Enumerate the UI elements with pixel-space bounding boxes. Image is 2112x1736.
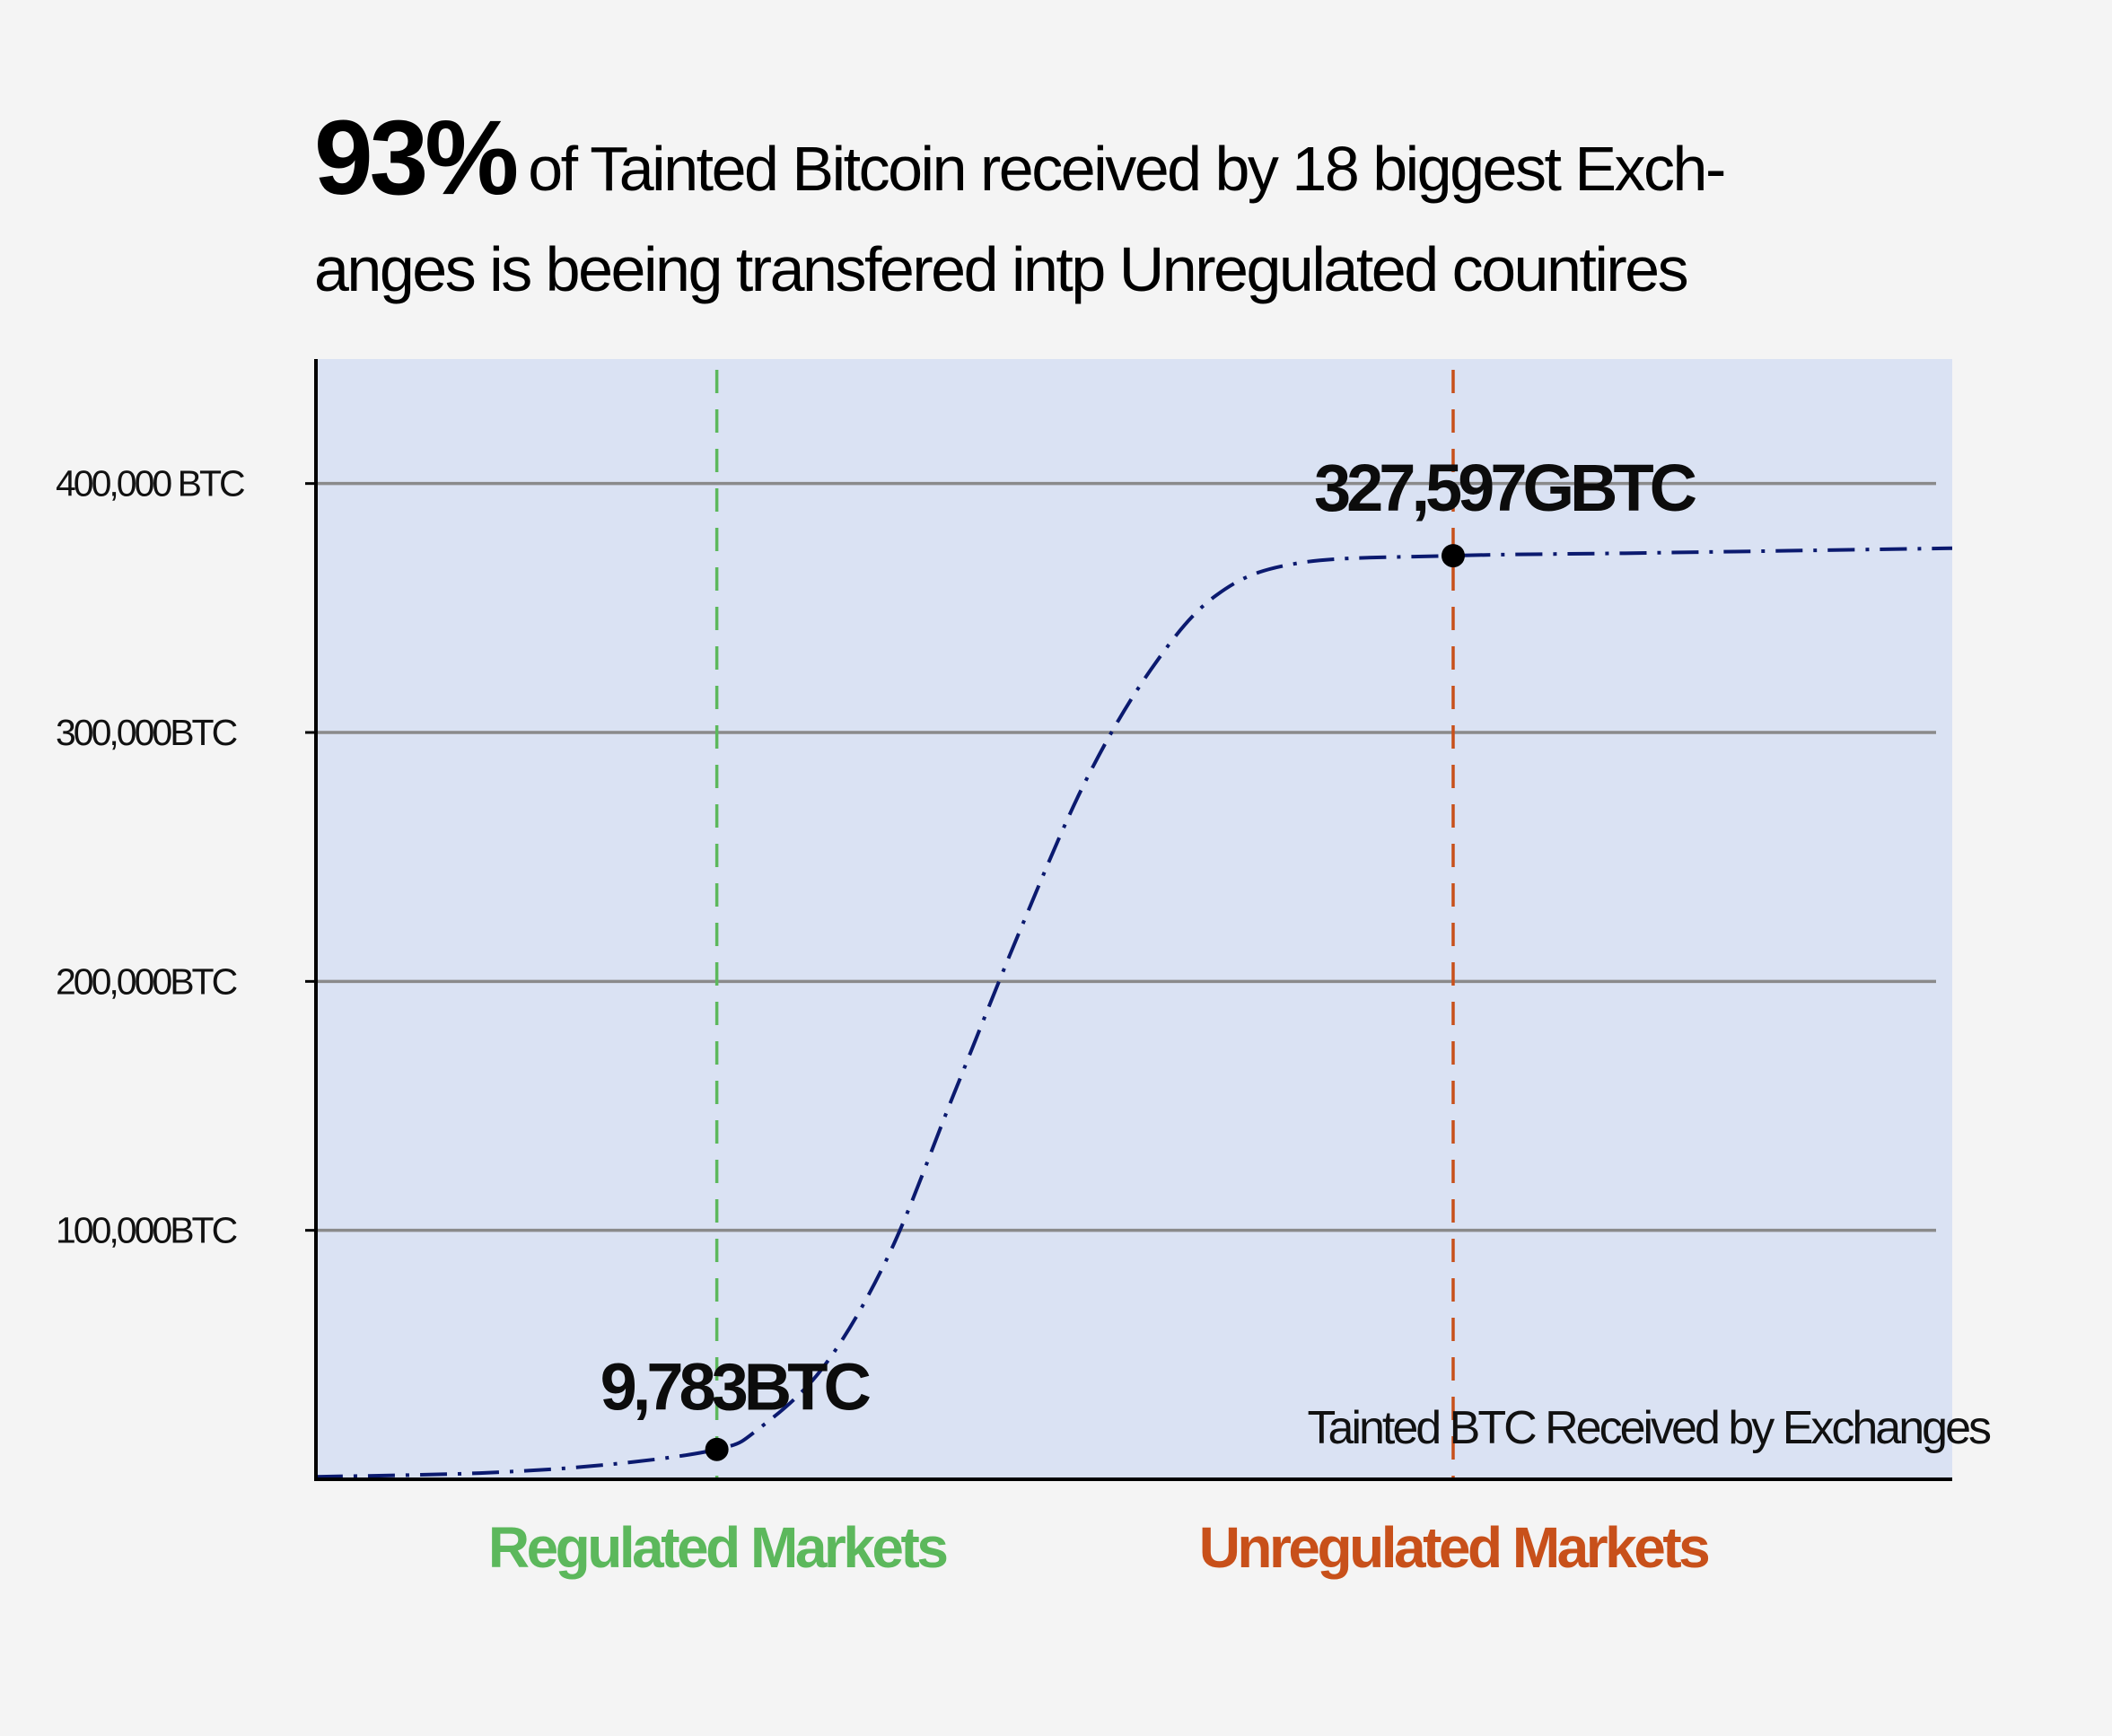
y-tick-label: 100,000BTC [56,1210,238,1251]
data-markers: 9,783BTC 327,597GBTC [600,451,1701,1461]
plot-area [316,359,1952,1479]
y-tick-label: 300,000BTC [56,712,238,753]
region-labels: Regulated Markets Unregulated Markets [488,1515,1712,1580]
title-line-1: of Tainted Bitcoin received by 18 bigges… [528,134,1726,204]
title-highlight: 93% [314,99,519,217]
title-line-2: anges is beeing transfered intp Unregula… [314,234,1689,304]
region-dividers [714,370,1455,1479]
data-label: 327,597GBTC [1314,451,1696,525]
chart-title: 93% of Tainted Bitcoin received by 18 big… [314,105,1984,320]
y-tick-label: 400,000 BTC [56,463,245,504]
gridlines [316,481,1936,1232]
data-point-marker [1441,544,1465,568]
y-tick-label: 200,000BTC [56,960,238,1002]
data-point-marker [705,1437,729,1461]
series-line [315,546,1953,1479]
region-label: Regulated Markets [488,1515,946,1580]
data-label: 9,783BTC [600,1350,871,1425]
y-axis-ticks: 100,000BTC 200,000BTC 300,000BTC 400,000 BT… [56,463,316,1251]
series-legend-label: Tainted BTC Received by Exchanges [1308,1402,1991,1454]
region-label: Unregulated Markets [1199,1515,1708,1580]
